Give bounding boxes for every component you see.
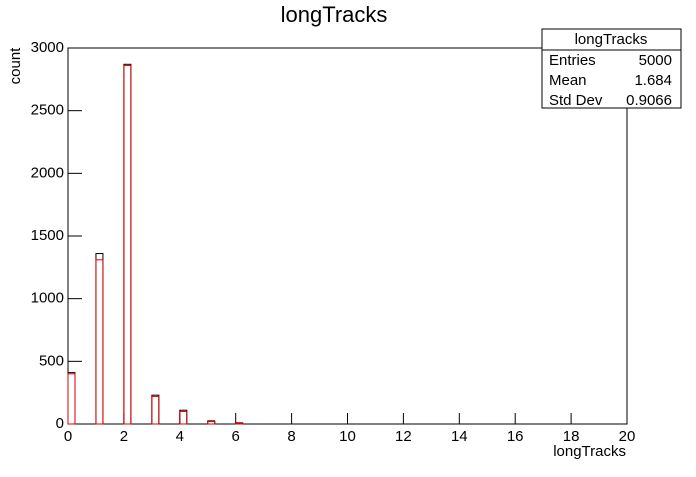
stats-value: 0.9066 [626, 92, 672, 109]
y-tick-label: 1000 [31, 290, 64, 307]
chart-title: longTracks [281, 2, 388, 27]
x-tick-label: 14 [451, 428, 468, 445]
y-tick-label: 3000 [31, 39, 64, 56]
stats-box [541, 28, 682, 109]
histogram-bar [207, 420, 216, 425]
x-tick-label: 0 [64, 428, 72, 445]
stats-title: longTracks [575, 31, 648, 48]
histogram-bar [151, 395, 160, 425]
x-tick-label: 4 [176, 428, 184, 445]
histogram-bar [95, 259, 104, 425]
x-tick-label: 6 [232, 428, 240, 445]
x-tick-label: 16 [507, 428, 524, 445]
y-tick-label: 0 [56, 415, 64, 432]
x-tick-label: 2 [120, 428, 128, 445]
stats-label: Entries [549, 52, 596, 69]
y-tick-label: 2500 [31, 102, 64, 119]
histogram-bar [67, 373, 76, 425]
stats-value: 5000 [639, 52, 672, 69]
histogram-bar [123, 65, 132, 425]
stats-label: Mean [549, 72, 587, 89]
x-tick-label: 12 [395, 428, 412, 445]
y-tick-label: 2000 [31, 164, 64, 181]
x-tick-label: 8 [287, 428, 295, 445]
x-tick-label: 20 [619, 428, 636, 445]
y-tick-label: 1500 [31, 227, 64, 244]
x-axis-label: longTracks [553, 443, 626, 460]
x-tick-label: 18 [563, 428, 580, 445]
stats-label: Std Dev [549, 92, 603, 109]
y-axis-label: count [7, 47, 24, 85]
x-tick-label: 10 [339, 428, 356, 445]
histogram-bar [235, 422, 244, 425]
histogram-bar [179, 410, 188, 425]
y-tick-label: 500 [39, 352, 64, 369]
stats-value: 1.684 [634, 72, 672, 89]
